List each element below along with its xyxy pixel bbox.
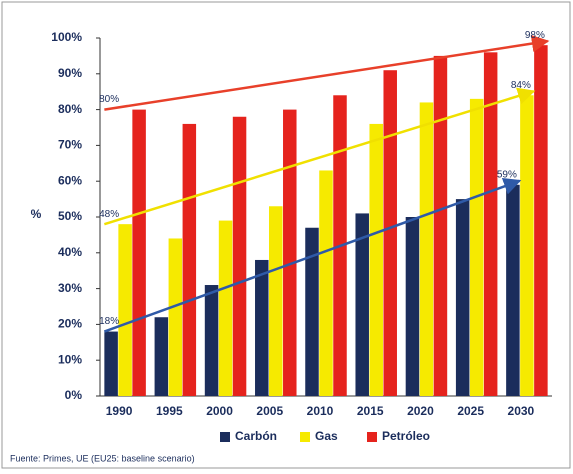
legend-swatch bbox=[220, 432, 230, 442]
y-axis-label: % bbox=[31, 207, 42, 221]
y-tick-label: 40% bbox=[58, 245, 82, 259]
legend-label: Petróleo bbox=[382, 429, 430, 443]
y-tick-label: 100% bbox=[51, 30, 82, 44]
bar bbox=[154, 317, 169, 396]
bar bbox=[383, 70, 397, 396]
x-tick-label: 1990 bbox=[106, 404, 133, 418]
legend-label: Carbón bbox=[235, 429, 277, 443]
x-tick-label: 2030 bbox=[508, 404, 535, 418]
y-tick-label: 0% bbox=[65, 388, 83, 402]
value-label: 84% bbox=[511, 80, 531, 91]
x-tick-label: 1995 bbox=[156, 404, 183, 418]
bar bbox=[305, 227, 319, 396]
bar bbox=[506, 184, 520, 396]
bar bbox=[433, 55, 448, 397]
y-tick-label: 10% bbox=[58, 352, 82, 366]
x-tick-label: 2015 bbox=[357, 404, 384, 418]
bar bbox=[319, 170, 333, 396]
source: Fuente: Primes, UE (EU25: baseline scena… bbox=[10, 453, 195, 463]
x-tick-label: 2000 bbox=[206, 404, 233, 418]
trend-arrow bbox=[104, 34, 550, 111]
bar bbox=[255, 259, 269, 396]
value-label: 80% bbox=[99, 94, 119, 105]
legend-label: Gas bbox=[315, 429, 338, 443]
trend-arrow bbox=[103, 87, 536, 226]
y-tick-label: 90% bbox=[58, 66, 82, 80]
x-tick-label: 2005 bbox=[256, 404, 283, 418]
bar bbox=[132, 109, 146, 396]
value-label: 98% bbox=[525, 30, 545, 41]
bar bbox=[218, 220, 233, 396]
trend-arrow bbox=[103, 177, 522, 333]
bar bbox=[520, 95, 534, 396]
bar bbox=[469, 98, 484, 397]
bar bbox=[232, 116, 247, 396]
x-tick-label: 2010 bbox=[307, 404, 334, 418]
bar bbox=[355, 213, 369, 396]
bar bbox=[419, 102, 434, 396]
y-tick-label: 20% bbox=[58, 317, 82, 331]
x-tick-label: 2025 bbox=[457, 404, 484, 418]
value-label: 48% bbox=[99, 209, 119, 220]
bar bbox=[534, 45, 548, 396]
legend-swatch bbox=[300, 432, 310, 442]
value-label: 18% bbox=[99, 316, 119, 327]
bar bbox=[168, 238, 183, 396]
bar bbox=[283, 109, 297, 396]
bar bbox=[182, 123, 197, 397]
y-tick-label: 50% bbox=[58, 209, 82, 223]
y-tick-label: 60% bbox=[58, 173, 82, 187]
bar bbox=[483, 52, 498, 396]
bar bbox=[369, 123, 383, 397]
legend-swatch bbox=[367, 432, 377, 442]
bar bbox=[104, 331, 118, 396]
bar bbox=[455, 199, 470, 396]
x-tick-label: 2020 bbox=[407, 404, 434, 418]
y-tick-label: 30% bbox=[58, 281, 82, 295]
bar bbox=[204, 285, 219, 396]
bar bbox=[269, 206, 283, 396]
y-tick-label: 80% bbox=[58, 102, 82, 116]
value-label: 59% bbox=[497, 169, 517, 180]
bar bbox=[118, 224, 132, 396]
y-tick-label: 70% bbox=[58, 138, 82, 152]
bar bbox=[405, 217, 420, 396]
